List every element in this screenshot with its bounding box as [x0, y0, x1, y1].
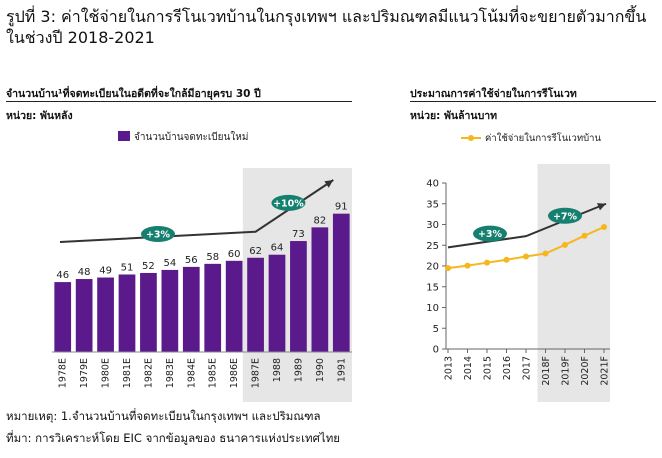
bar-category-label: 1990	[315, 358, 326, 382]
bar-value-label: 91	[335, 202, 348, 213]
line-y-tick-label: 5	[433, 324, 439, 335]
line-point	[601, 223, 607, 230]
right-chart-title: ประมาณการค่าใช้จ่ายในการรีโนเวท	[410, 88, 577, 100]
bar	[97, 277, 114, 352]
bar-value-label: 73	[292, 229, 305, 240]
line-trend-arrowhead	[597, 203, 606, 211]
right-chart-rule	[410, 101, 656, 102]
line-point	[523, 253, 529, 260]
line-point	[542, 250, 549, 257]
line-legend-marker	[468, 135, 474, 141]
bar-growth-badge-late-bg	[271, 194, 306, 211]
line-point	[562, 241, 568, 248]
left-chart-unit: หน่วย: พันหลัง	[6, 110, 73, 122]
bar-trend-arrow	[59, 179, 334, 243]
bar-value-label: 51	[121, 262, 134, 273]
line-x-tick-label: 2016	[502, 356, 513, 380]
bar	[290, 241, 307, 352]
bar-category-label: 1989	[293, 358, 304, 382]
bar-category-label: 1980E	[101, 358, 112, 388]
bar	[268, 254, 286, 352]
bar-value-label: 46	[56, 270, 69, 281]
bar-value-label: 54	[163, 258, 176, 269]
footnote: หมายเหตุ: 1.จำนวนบ้านที่จดทะเบียนในกรุงเ…	[6, 409, 321, 423]
line-growth-badge-early: +3%	[478, 229, 503, 240]
bar	[225, 260, 243, 352]
bar-value-label: 49	[99, 266, 112, 277]
bar	[247, 257, 264, 352]
line-growth-badge-late: +7%	[553, 211, 578, 222]
line-point	[484, 259, 490, 266]
bar	[161, 269, 179, 352]
line-x-tick-label: 2014	[463, 356, 474, 380]
line-y-tick-label: 30	[426, 220, 439, 231]
bar-category-label: 1978E	[58, 358, 69, 388]
bar	[182, 266, 200, 352]
bar	[311, 227, 329, 352]
line-y-tick-label: 15	[426, 282, 439, 293]
source-note: ที่มา: การวิเคราะห์โดย EIC จากข้อมูลของ …	[6, 431, 341, 445]
bar-trend-arrowhead	[324, 180, 334, 188]
bar-value-label: 82	[313, 215, 326, 226]
line-x-tick-label: 2017	[522, 356, 533, 380]
line-x-tick-label: 2021F	[600, 356, 611, 386]
line-y-tick-label: 10	[426, 303, 439, 314]
bar-value-label: 48	[78, 267, 91, 278]
line-point	[581, 232, 588, 239]
bar-value-label: 64	[271, 243, 284, 254]
line-y-tick-label: 0	[433, 345, 439, 356]
bar-growth-badge-late: +10%	[273, 198, 304, 209]
line-growth-badge-early-bg	[473, 225, 507, 242]
bar-value-label: 60	[228, 249, 241, 260]
bar-category-label: 1985E	[208, 358, 219, 388]
bar-category-label: 1986E	[229, 358, 240, 388]
bar-value-label: 62	[249, 246, 262, 257]
bar-category-label: 1987E	[251, 358, 262, 388]
bar	[332, 213, 350, 352]
bar-category-label: 1979E	[79, 358, 90, 388]
bar-category-label: 1981E	[122, 358, 133, 388]
line-y-tick-label: 40	[426, 179, 439, 190]
bar-value-label: 56	[185, 255, 198, 266]
line-x-tick-label: 2019F	[561, 356, 572, 386]
bar-legend-swatch	[118, 131, 130, 141]
right-chart-unit: หน่วย: พันล้านบาท	[410, 110, 498, 122]
line-growth-badge-late-bg	[548, 207, 582, 224]
bar-category-label: 1988	[272, 358, 283, 382]
left-chart-rule	[6, 101, 352, 102]
bar-category-label: 1991	[336, 358, 347, 382]
line-x-tick-label: 2015	[483, 356, 494, 380]
bar	[75, 279, 93, 352]
bar	[140, 272, 157, 352]
bar-value-label: 52	[142, 261, 155, 272]
figure-title: รูปที่ 3: ค่าใช้จ่ายในการรีโนเวทบ้านในกร…	[6, 7, 647, 47]
bar-category-label: 1984E	[186, 358, 197, 388]
bar	[204, 263, 222, 352]
bar-category-label: 1983E	[165, 358, 176, 388]
line-x-tick-label: 2013	[444, 356, 455, 380]
bar-legend-label: จำนวนบ้านจดทะเบียนใหม่	[134, 131, 248, 143]
line-point	[445, 265, 451, 272]
bar-value-label: 58	[206, 252, 219, 263]
line-x-tick-label: 2020F	[580, 356, 591, 386]
line-y-tick-label: 25	[426, 241, 439, 252]
bar	[54, 282, 72, 352]
bar-category-label: 1982E	[143, 358, 154, 388]
line-x-tick-label: 2018F	[541, 356, 552, 386]
line-point	[464, 262, 471, 269]
line-point	[503, 256, 510, 263]
bar	[118, 274, 136, 352]
bar-growth-badge-early: +3%	[146, 230, 171, 241]
left-chart-title: จำนวนบ้าน¹ที่จดทะเบียนในอดีตที่จะใกล้มีอ…	[6, 88, 261, 100]
line-y-tick-label: 20	[426, 262, 439, 273]
line-y-tick-label: 35	[426, 199, 439, 210]
bar-growth-badge-early-bg	[141, 226, 175, 242]
line-legend-label: ค่าใช้จ่ายในการรีโนเวทบ้าน	[485, 132, 601, 144]
